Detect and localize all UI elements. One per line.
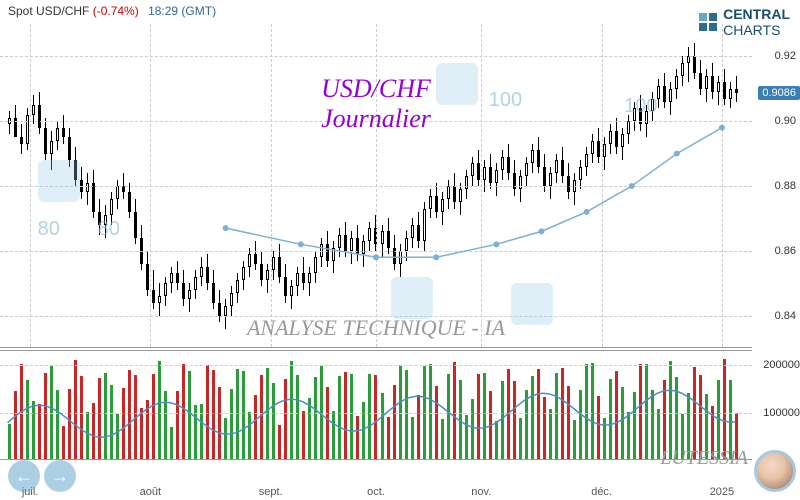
volume-chart[interactable]: 100000200000: [0, 350, 752, 460]
timestamp: 18:29 (GMT): [148, 4, 216, 18]
volume-ma-line: [0, 351, 752, 461]
scroll-right-button[interactable]: →: [44, 460, 76, 492]
logo-icon: [699, 13, 717, 31]
analyse-watermark: ANALYSE TECHNIQUE - IA: [247, 315, 505, 341]
chart-header: Spot USD/CHF (-0.74%) 18:29 (GMT): [8, 4, 216, 18]
moving-average-line: [0, 24, 752, 348]
lutessia-watermark: LUTESSIA: [660, 447, 748, 470]
pct-change: (-0.74%): [93, 4, 139, 18]
symbol-label: Spot USD/CHF: [8, 4, 89, 18]
price-chart[interactable]: USD/CHF Journalier ANALYSE TECHNIQUE - I…: [0, 24, 752, 348]
nav-arrows: ← →: [8, 460, 76, 492]
x-axis: juil.aoûtsept.oct.nov.déc.2025: [0, 464, 752, 500]
brand-logo[interactable]: CENTRALCHARTS: [699, 6, 790, 38]
assistant-avatar[interactable]: [754, 450, 796, 492]
chart-title: USD/CHF Journalier: [321, 74, 431, 134]
current-price-flag: 0.9086: [758, 86, 800, 100]
scroll-left-button[interactable]: ←: [8, 460, 40, 492]
